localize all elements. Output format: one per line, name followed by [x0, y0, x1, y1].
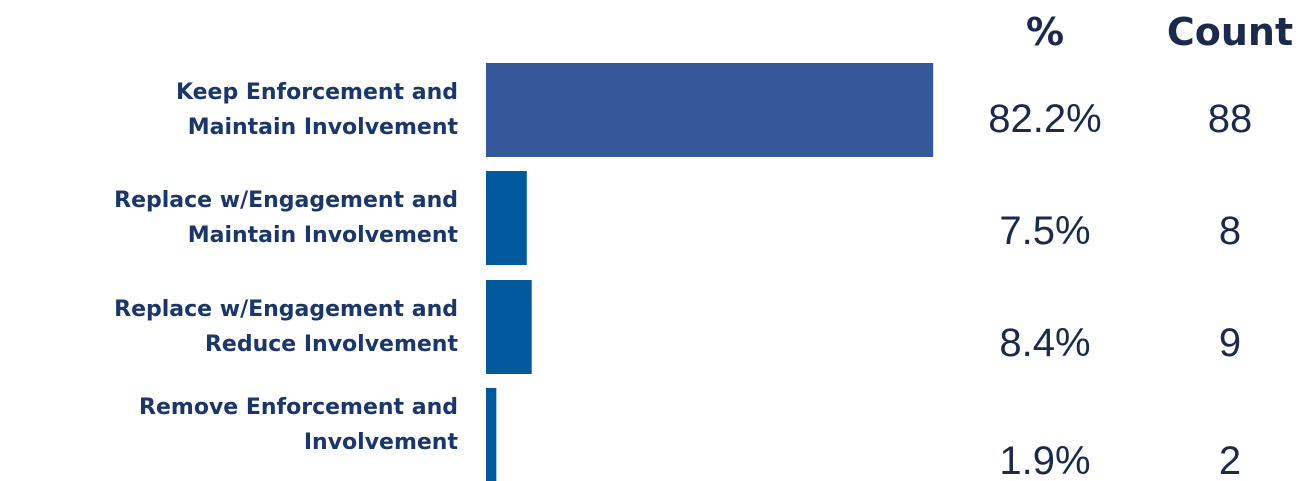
value-label: 1.9%	[999, 439, 1090, 481]
category-label: Keep Enforcement and Maintain Involvemen…	[175, 80, 458, 140]
value-label: 8.4%	[999, 321, 1090, 365]
bar	[486, 63, 934, 157]
value-label: 7.5%	[999, 209, 1090, 253]
count-header: Count	[1167, 10, 1293, 54]
count-label: 8	[1219, 209, 1241, 253]
bar	[486, 388, 497, 481]
percent-header: %	[1026, 10, 1064, 54]
category-label: Replace w/Engagement and Maintain Involv…	[114, 188, 458, 248]
value-label: 82.2%	[988, 97, 1101, 141]
count-label: 2	[1219, 439, 1241, 481]
category-label: Replace w/Engagement and Reduce Involvem…	[114, 297, 458, 357]
bar	[486, 280, 532, 374]
count-label: 88	[1208, 97, 1253, 141]
bar	[486, 171, 527, 265]
count-label: 9	[1219, 321, 1241, 365]
category-label: Remove Enforcement and Involvement	[139, 395, 458, 455]
